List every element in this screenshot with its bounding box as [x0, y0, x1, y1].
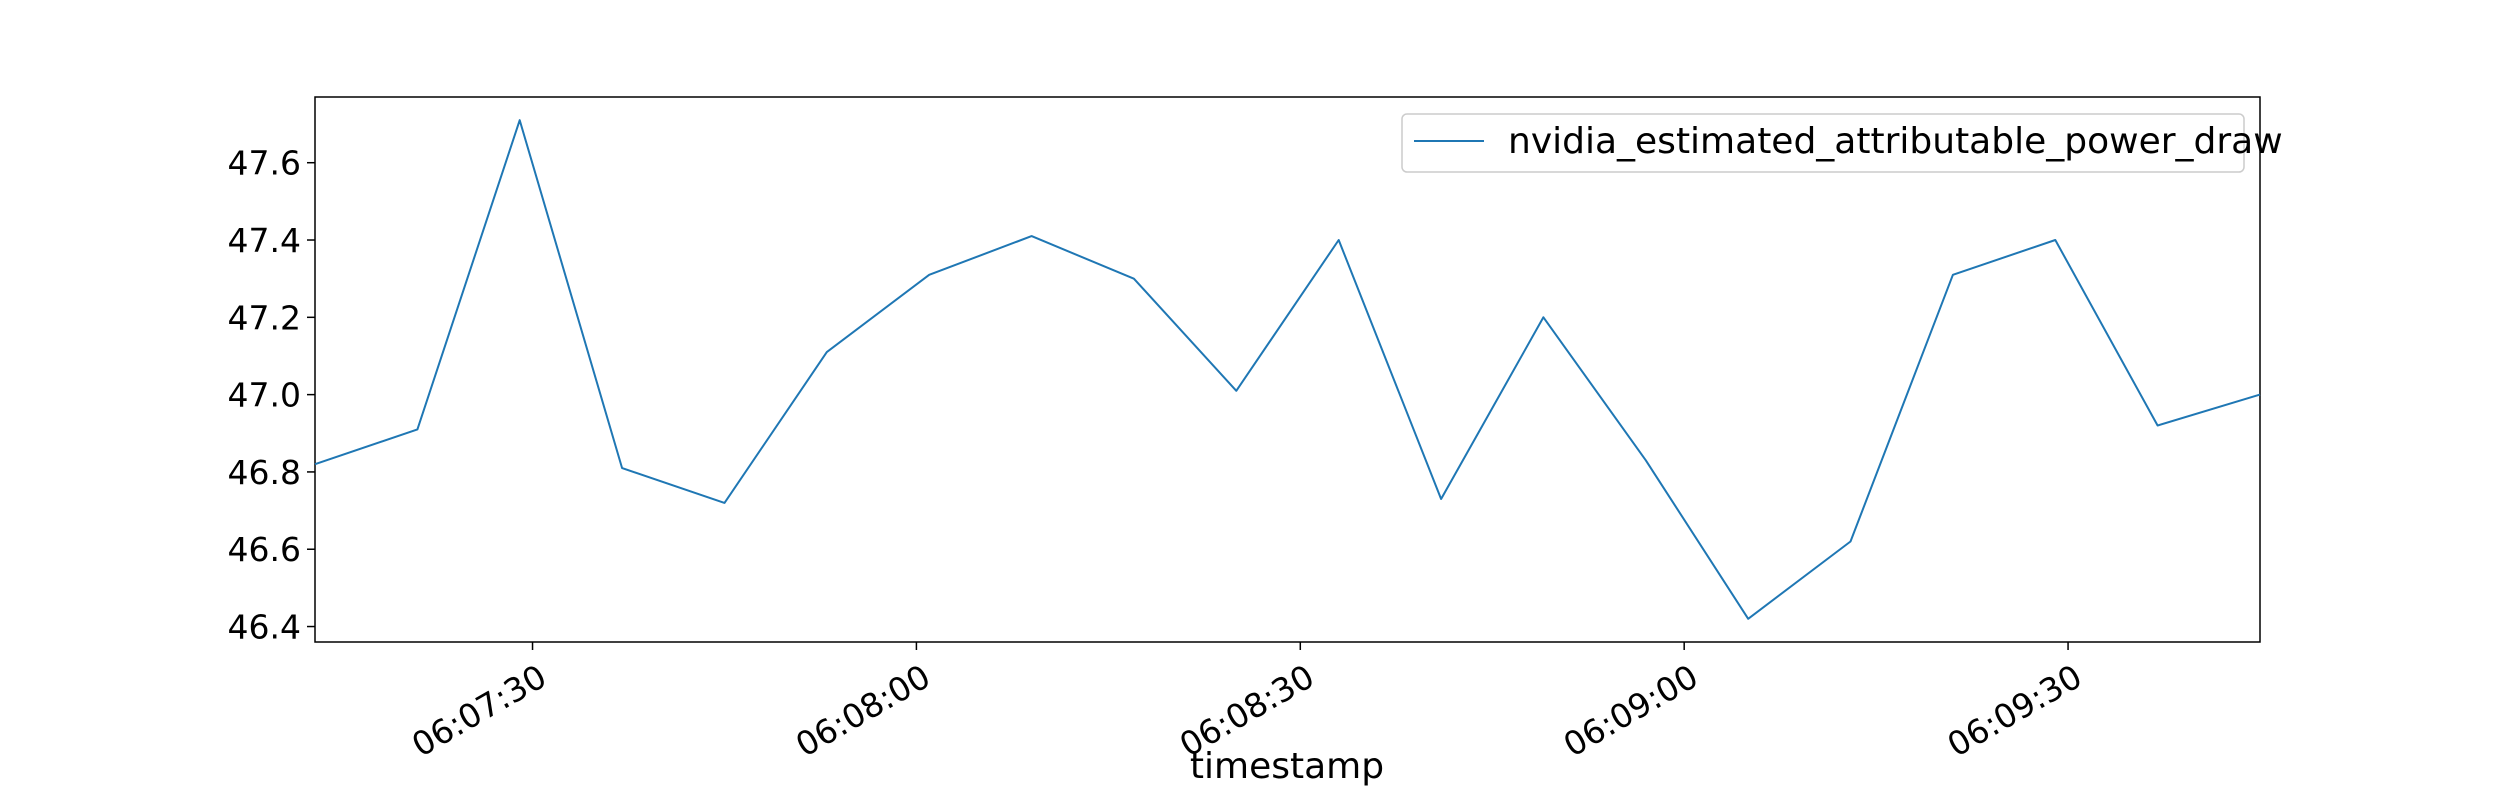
series-line	[314, 119, 2261, 620]
series-layer	[314, 119, 2261, 620]
y-tick-label: 47.0	[228, 376, 301, 415]
y-tick-label: 47.2	[228, 298, 301, 337]
y-tick-label: 46.6	[228, 530, 301, 569]
plot-area	[314, 96, 2261, 643]
x-tick-label: 06:09:00	[1557, 657, 1705, 765]
y-axis: 46.4 46.6 46.8 47.0 47.2 47.4 47.6	[228, 144, 315, 647]
y-tick-label: 46.4	[228, 608, 301, 647]
y-tick-label: 46.8	[228, 453, 301, 492]
x-tick-label: 06:08:00	[789, 657, 937, 765]
y-tick-label: 47.4	[228, 221, 301, 260]
legend-label: nvidia_estimated_attributable_power_draw	[1508, 121, 2283, 162]
x-tick-label: 06:07:30	[405, 657, 553, 765]
legend-box	[1401, 113, 2245, 173]
x-tick-label: 06:09:30	[1941, 657, 2089, 765]
y-tick-label: 47.6	[228, 144, 301, 183]
x-axis-label: timestamp	[1190, 746, 1384, 787]
legend: nvidia_estimated_attributable_power_draw	[1401, 113, 2283, 173]
